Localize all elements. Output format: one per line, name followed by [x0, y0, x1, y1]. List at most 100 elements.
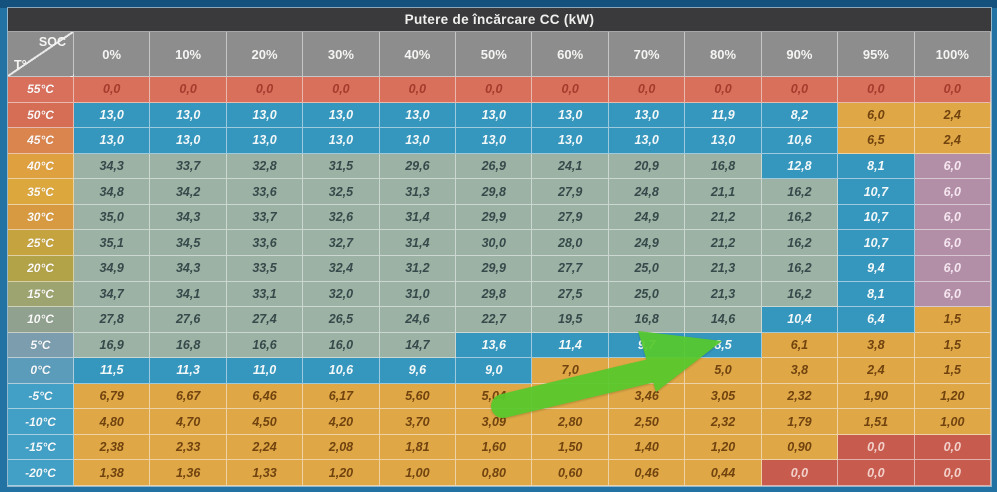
cell-45°C-70%: 13,0 — [608, 128, 686, 154]
cell-40°C-60%: 24,1 — [532, 153, 609, 180]
cell-5°C-60%: 11,4 — [532, 332, 609, 359]
cell-20°C-50%: 29,9 — [456, 255, 533, 282]
cell-40°C-95%: 8,1 — [838, 153, 915, 180]
cell-10°C-10%: 27,6 — [150, 307, 227, 333]
cell--5°C-95%: 1,90 — [838, 383, 915, 410]
cell--15°C-95%: 0,0 — [838, 434, 915, 461]
cell-55°C-10%: 0,0 — [150, 77, 227, 103]
cell-55°C-20%: 0,0 — [226, 77, 304, 103]
cell-25°C-80%: 21,2 — [685, 230, 762, 256]
cell-50°C-100%: 2,4 — [914, 102, 991, 129]
cell--5°C-50%: 5,04 — [456, 383, 533, 410]
cell--5°C-80%: 3,05 — [685, 383, 762, 410]
cell-45°C-80%: 13,0 — [685, 128, 762, 154]
row-label-10°C: 10°C — [8, 307, 74, 333]
cell-15°C-60%: 27,5 — [532, 281, 609, 308]
cell-30°C-10%: 34,3 — [150, 204, 227, 231]
cell--10°C-40%: 3,70 — [379, 409, 457, 435]
row-label-40°C: 40°C — [8, 153, 74, 180]
cell--15°C-90%: 0,90 — [761, 434, 839, 461]
cell-45°C-95%: 6,5 — [838, 128, 915, 154]
cell-35°C-100%: 6,0 — [914, 179, 991, 205]
cell-25°C-40%: 31,4 — [379, 230, 457, 256]
cell-0°C-20%: 11,0 — [226, 358, 304, 384]
cell--5°C-100%: 1,20 — [914, 383, 991, 410]
cell-30°C-80%: 21,2 — [685, 204, 762, 231]
cell-10°C-95%: 6,4 — [838, 307, 915, 333]
cell-15°C-30%: 32,0 — [303, 281, 380, 308]
cell-5°C-40%: 14,7 — [379, 332, 457, 359]
cell-10°C-50%: 22,7 — [456, 307, 533, 333]
cell--20°C-10%: 1,36 — [150, 460, 227, 486]
cell-40°C-90%: 12,8 — [761, 153, 839, 180]
cell-55°C-60%: 0,0 — [532, 77, 609, 103]
cell--10°C-95%: 1,51 — [838, 409, 915, 435]
cell-45°C-40%: 13,0 — [379, 128, 457, 154]
cell-35°C-20%: 33,6 — [226, 179, 304, 205]
cell-0°C-0%: 11,5 — [74, 358, 151, 384]
cell-20°C-10%: 34,3 — [150, 255, 227, 282]
cell-55°C-95%: 0,0 — [838, 77, 915, 103]
cell-5°C-70%: 9,7 — [608, 332, 686, 359]
cell-40°C-0%: 34,3 — [74, 153, 151, 180]
cell-15°C-40%: 31,0 — [379, 281, 457, 308]
cell--10°C-70%: 2,50 — [608, 409, 686, 435]
cell-20°C-80%: 21,3 — [685, 255, 762, 282]
cell-5°C-30%: 16,0 — [303, 332, 380, 359]
cell-55°C-90%: 0,0 — [761, 77, 839, 103]
cell--5°C-0%: 6,79 — [74, 383, 151, 410]
table-grid: SOC T° 0% 10% 20% 30% 40% 50% 60% 70% 80% 90% 95% 1… — [8, 32, 991, 486]
col-header-60%: 60% — [532, 32, 609, 77]
cell--15°C-70%: 1,40 — [608, 434, 686, 461]
cell--20°C-100%: 0,0 — [914, 460, 991, 486]
cell-5°C-80%: 8,5 — [685, 332, 762, 359]
cell-15°C-100%: 6,0 — [914, 281, 991, 308]
cell-25°C-20%: 33,6 — [226, 230, 304, 256]
row-label-15°C: 15°C — [8, 281, 74, 308]
corner-soc-label: SOC — [38, 35, 66, 49]
cell-40°C-50%: 26,9 — [456, 153, 533, 180]
cell-15°C-20%: 33,1 — [226, 281, 304, 308]
cell-40°C-10%: 33,7 — [150, 153, 227, 180]
cell-35°C-0%: 34,8 — [74, 179, 151, 205]
cell-10°C-70%: 16,8 — [608, 307, 686, 333]
cell-45°C-30%: 13,0 — [303, 128, 380, 154]
cell-15°C-70%: 25,0 — [608, 281, 686, 308]
cell-20°C-95%: 9,4 — [838, 255, 915, 282]
cell-50°C-10%: 13,0 — [150, 102, 227, 129]
cell--20°C-50%: 0,80 — [456, 460, 533, 486]
cell-15°C-10%: 34,1 — [150, 281, 227, 308]
cell-15°C-0%: 34,7 — [74, 281, 151, 308]
cell--15°C-100%: 0,0 — [914, 434, 991, 461]
cell--20°C-0%: 1,38 — [74, 460, 151, 486]
cell-55°C-70%: 0,0 — [608, 77, 686, 103]
cell-50°C-95%: 6,0 — [838, 102, 915, 129]
cell-50°C-0%: 13,0 — [74, 102, 151, 129]
cell-50°C-30%: 13,0 — [303, 102, 380, 129]
cell-10°C-90%: 10,4 — [761, 307, 839, 333]
cell-55°C-0%: 0,0 — [74, 77, 151, 103]
cell-30°C-70%: 24,9 — [608, 204, 686, 231]
table-title: Putere de încărcare CC (kW) — [8, 8, 991, 32]
cell--20°C-60%: 0,60 — [532, 460, 609, 486]
cell-10°C-0%: 27,8 — [74, 307, 151, 333]
cell--20°C-80%: 0,44 — [685, 460, 762, 486]
cell-30°C-60%: 27,9 — [532, 204, 609, 231]
cell-30°C-20%: 33,7 — [226, 204, 304, 231]
cell-10°C-30%: 26,5 — [303, 307, 380, 333]
cell-35°C-90%: 16,2 — [761, 179, 839, 205]
cell--20°C-90%: 0,0 — [761, 460, 839, 486]
row-label-30°C: 30°C — [8, 204, 74, 231]
col-header-100%: 100% — [914, 32, 991, 77]
cell-35°C-70%: 24,8 — [608, 179, 686, 205]
cell-45°C-20%: 13,0 — [226, 128, 304, 154]
cell--5°C-30%: 6,17 — [303, 383, 380, 410]
cell-30°C-95%: 10,7 — [838, 204, 915, 231]
cell-50°C-90%: 8,2 — [761, 102, 839, 129]
cell-45°C-90%: 10,6 — [761, 128, 839, 154]
cell-40°C-70%: 20,9 — [608, 153, 686, 180]
row-label--5°C: -5°C — [8, 383, 74, 410]
cell-0°C-30%: 10,6 — [303, 358, 380, 384]
cell-5°C-100%: 1,5 — [914, 332, 991, 359]
cell-20°C-60%: 27,7 — [532, 255, 609, 282]
